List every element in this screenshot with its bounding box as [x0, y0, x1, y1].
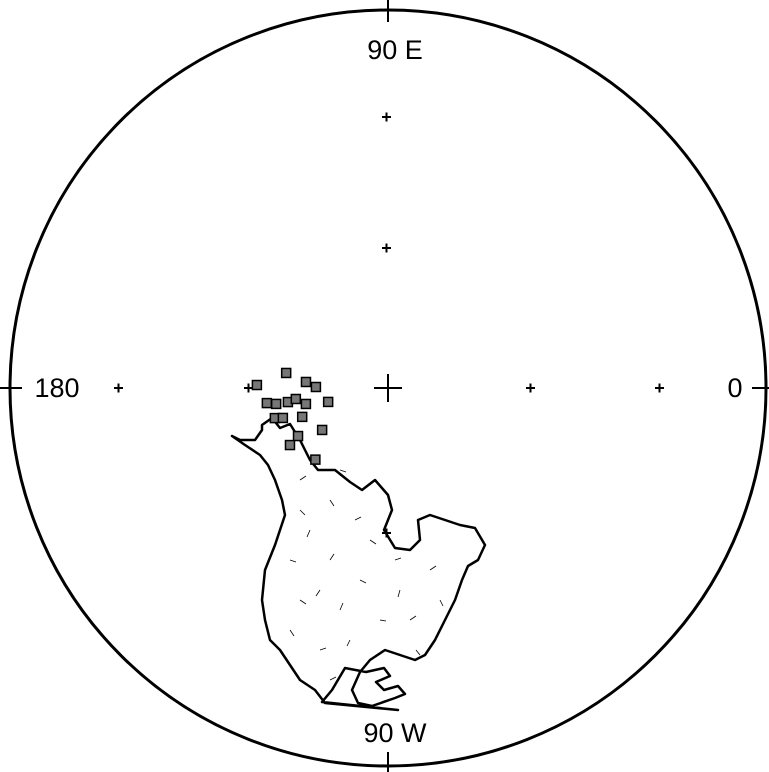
pole-group [251, 367, 334, 465]
pole-marker [322, 396, 334, 408]
pole-marker [310, 454, 321, 465]
pole-marker [316, 424, 328, 436]
pole-marker [251, 379, 263, 391]
label-0: 0 [727, 373, 742, 403]
north-america [230, 416, 487, 712]
pole-marker [261, 397, 273, 409]
pole-marker [270, 398, 282, 410]
pole-marker [284, 439, 296, 451]
pole-marker [290, 393, 302, 405]
label-180: 180 [34, 373, 79, 403]
land-hatching [289, 469, 444, 681]
label-90w: 90 W [363, 718, 427, 748]
graticule-crosses [114, 112, 664, 538]
pole-marker [296, 411, 308, 423]
pole-marker [292, 430, 304, 442]
pole-marker [277, 412, 289, 424]
pole-marker [310, 381, 322, 393]
pole-marker [300, 398, 312, 410]
pole-marker [300, 376, 312, 388]
pole-marker [280, 367, 292, 379]
label-90e: 90 E [367, 35, 423, 65]
